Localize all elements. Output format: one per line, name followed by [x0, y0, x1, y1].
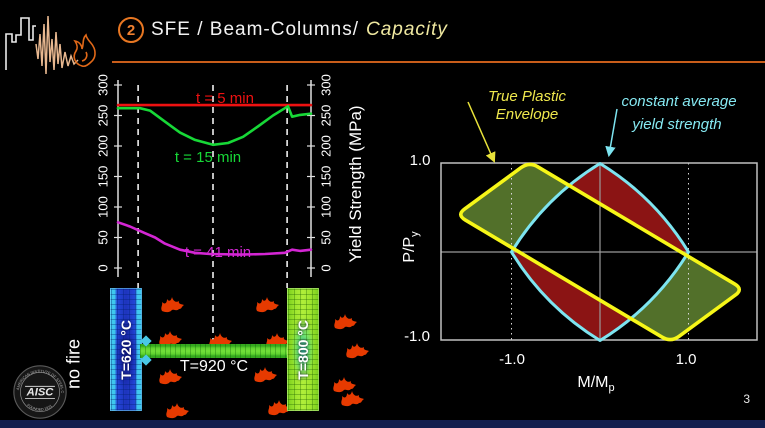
seal-inner-circle: [20, 372, 60, 412]
beam-t920-label: T=920 °C: [179, 358, 249, 375]
aisc-logo: AMERICAN INSTITUTE OF STEEL CONSTRUCTION…: [12, 364, 67, 419]
member-location-gridlines: [137, 85, 288, 350]
ytick-pos: 1.0: [410, 152, 431, 169]
left-axis-tick-label: 0: [95, 264, 110, 271]
right-axis-tick-label: 100: [318, 196, 333, 218]
annotation-constant-yield-line1: constant average: [621, 93, 736, 110]
annotation-true-plastic-line2: Envelope: [496, 106, 559, 123]
title-emphasis-text: Capacity: [366, 19, 448, 40]
title-number: 2: [126, 21, 136, 39]
series-label-t15: t = 15 min: [175, 149, 241, 166]
skyline-seismograph-flame-logo: [5, 15, 96, 75]
right-axis-tick-label: 150: [318, 166, 333, 188]
flame-icon: [333, 377, 356, 393]
series-label-t41: t = 41 min: [185, 244, 251, 261]
title-number-badge: 2: [118, 17, 144, 43]
curve-t41: [116, 221, 313, 256]
flame-icon: [161, 297, 184, 313]
title-text: SFE / Beam-Columns/: [151, 19, 359, 40]
y-axis-ticks: 0 0 50 50 100 100 150 150 200 200 250 250 300 300: [95, 74, 333, 271]
ytick-neg: -1.0: [404, 328, 430, 345]
yield-strength-chart: 0 0 50 50 100 100 150 150 200 200 250 250 300 300 t =…: [95, 74, 365, 350]
xtick-pos: 1.0: [676, 351, 697, 368]
flame-icon: [166, 403, 189, 419]
right-axis-tick-label: 50: [318, 230, 333, 244]
left-axis-tick-label: 200: [95, 135, 110, 157]
y-axis-title: P/Py: [401, 231, 421, 263]
flame-icon: [346, 343, 369, 359]
annotation-constant-yield-line2: yield strength: [631, 116, 721, 133]
interaction-diagram: True Plastic Envelope constant average y…: [401, 88, 758, 394]
annotation-true-plastic-line1: True Plastic: [488, 88, 567, 105]
right-axis-tick-label: 200: [318, 135, 333, 157]
curve-t15: [116, 105, 313, 147]
yield-curves: [116, 103, 313, 256]
series-label-t5: t = 5 min: [196, 90, 254, 107]
right-axis-tick-label: 300: [318, 74, 333, 96]
title-underline: [112, 61, 765, 63]
y-axis-title: Yield Strength (MPa): [346, 105, 365, 262]
seismograph-wave-icon: [35, 15, 79, 75]
left-axis-tick-label: 300: [95, 74, 110, 96]
xtick-neg: -1.0: [499, 351, 525, 368]
annotation-arrow-cyan: [605, 108, 618, 158]
right-axis-tick-label: 0: [318, 264, 333, 271]
column-t620: T=620 °C: [110, 288, 142, 411]
slide-title: 2 SFE / Beam-Columns/ Capacity: [118, 17, 448, 43]
left-axis-tick-label: 50: [95, 230, 110, 244]
left-axis-tick-label: 100: [95, 196, 110, 218]
column-t620-label: T=620 °C: [118, 319, 134, 380]
right-axis-tick-label: 250: [318, 105, 333, 127]
flame-icon: [334, 314, 357, 330]
flame-icon: [256, 297, 279, 313]
flame-outline-icon: [73, 33, 96, 68]
annotation-arrow-yellow: [467, 101, 496, 163]
left-axis-tick-label: 250: [95, 105, 110, 127]
column-t800-label: T=800 °C: [295, 319, 311, 380]
seal-outer-circle: [13, 365, 67, 419]
column-t800: T=800 °C: [287, 288, 319, 411]
beam-t920: [140, 344, 287, 358]
skyline-icon: [5, 17, 36, 70]
left-axis-tick-label: 150: [95, 166, 110, 188]
constant-yield-envelope-outline: [510, 162, 690, 342]
true-plastic-envelope-outline: [458, 162, 742, 342]
seal-center-text: AISC: [26, 387, 55, 399]
x-axis-title: M/Mp: [577, 374, 614, 394]
footer-bar: [0, 420, 765, 428]
flame-icon: [341, 391, 364, 407]
page-number: 3: [743, 392, 750, 406]
